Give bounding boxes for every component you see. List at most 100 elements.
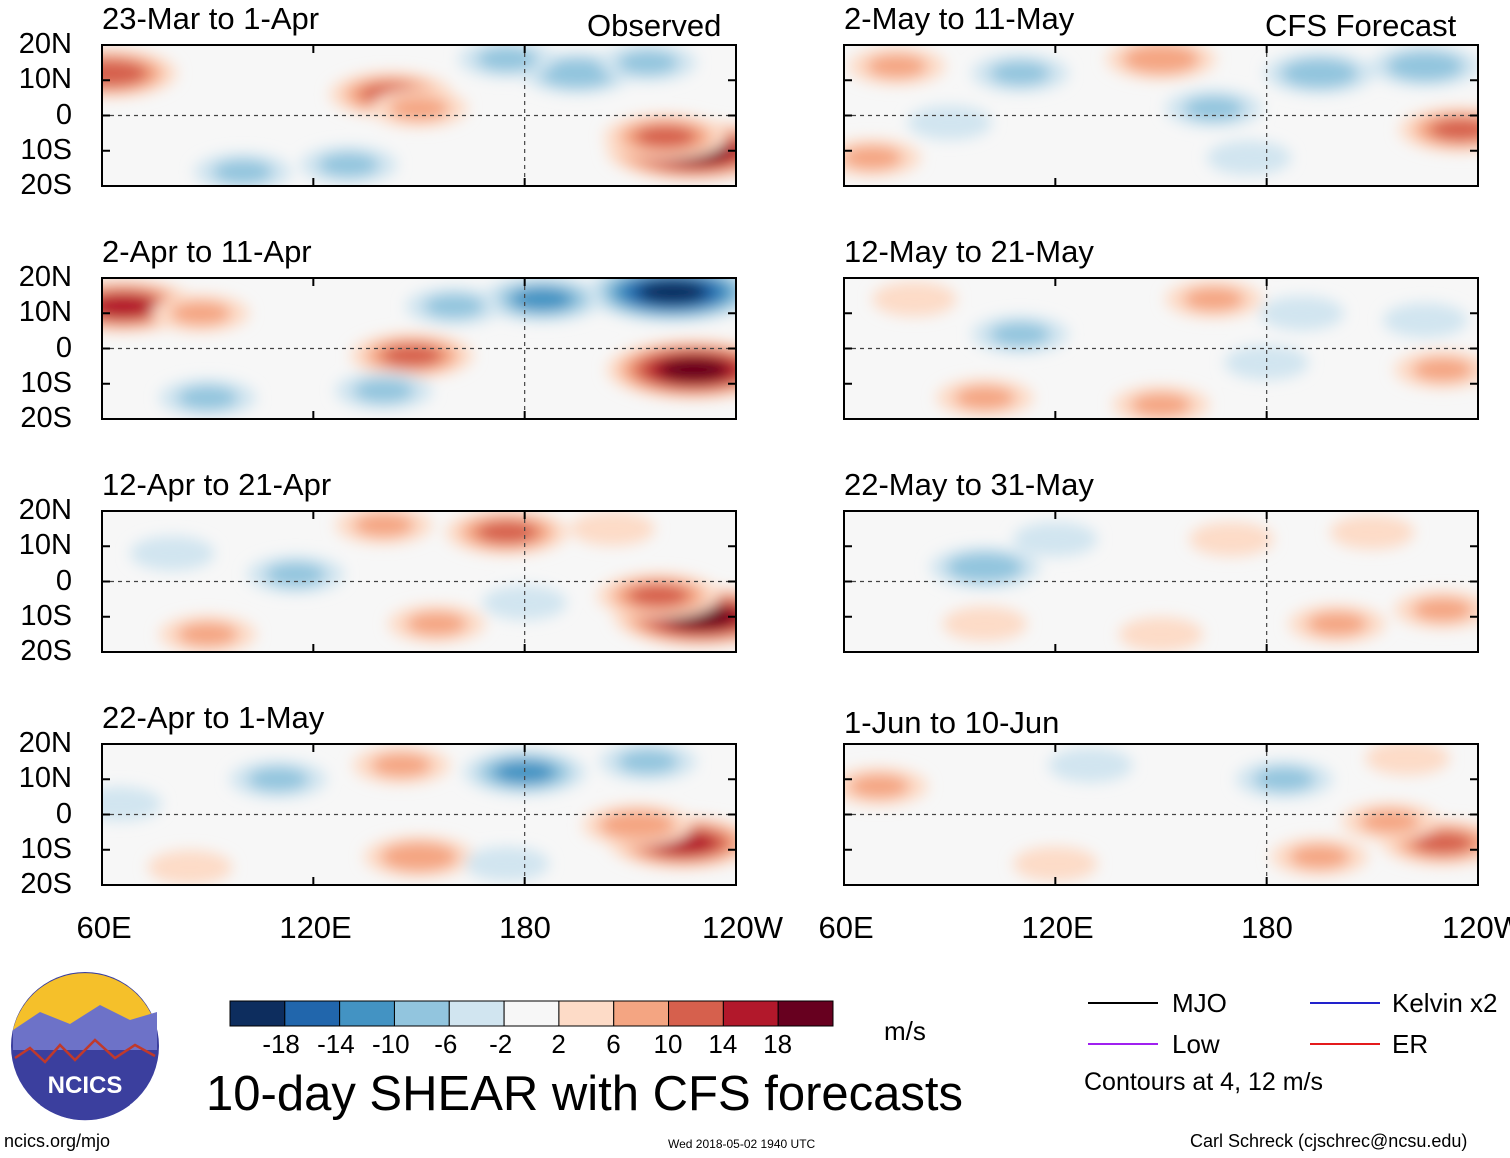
y-tick-label: 0	[55, 98, 72, 131]
anomaly-blob	[170, 301, 231, 326]
anomaly-blob	[476, 520, 538, 544]
anomaly-field	[102, 278, 736, 418]
anomaly-blob	[598, 810, 676, 840]
panel-5	[844, 278, 1478, 419]
panel-6	[844, 511, 1478, 652]
anomaly-blob	[380, 842, 458, 872]
colorbar-tick-label: 14	[708, 1029, 738, 1059]
anomaly-blob	[1386, 51, 1464, 81]
anomaly-field	[102, 45, 736, 186]
panel-title: 12-Apr to 21-Apr	[102, 467, 332, 502]
y-tick-label: 20S	[20, 169, 72, 201]
anomaly-blob	[1189, 521, 1274, 557]
anomaly-blob	[1359, 809, 1421, 834]
anomaly-blob	[1280, 58, 1359, 88]
anomaly-field	[102, 744, 736, 885]
anomaly-blob	[353, 378, 415, 403]
anomaly-blob	[353, 513, 415, 538]
colorbar-tick-label: -18	[262, 1029, 300, 1059]
colorbar-tick-label: 2	[551, 1029, 566, 1059]
x-tick-label: 120W	[1442, 910, 1510, 945]
colorbar-swatch	[393, 1000, 450, 1027]
y-tick-label: 10N	[18, 296, 72, 329]
anomaly-blob	[570, 511, 655, 547]
website-link[interactable]: ncics.org/mjo	[4, 1131, 111, 1151]
anomaly-blob	[102, 59, 148, 88]
legend-label-er: ER	[1392, 1029, 1429, 1059]
anomaly-field	[130, 511, 736, 652]
y-tick-label: 20S	[20, 402, 72, 434]
anomaly-blob	[627, 584, 690, 607]
y-tick-label: 10N	[18, 762, 72, 795]
anomaly-blob	[265, 562, 327, 587]
x-tick-label: 60E	[76, 910, 132, 945]
anomaly-blob	[212, 159, 274, 184]
anomaly-blob	[907, 105, 992, 140]
anomaly-blob	[1306, 611, 1368, 636]
colorbar-swatch	[448, 1000, 505, 1027]
colorbar-swatch	[613, 1000, 670, 1027]
anomaly-blob	[102, 294, 156, 318]
colorbar-swatch	[777, 1000, 834, 1027]
panel-title: 2-May to 11-May	[844, 1, 1075, 36]
anomaly-field	[872, 279, 1478, 419]
anomaly-field	[844, 45, 1478, 178]
colorbar-swatch	[339, 1000, 395, 1027]
anomaly-blob	[1253, 767, 1315, 792]
anomaly-blob	[1130, 392, 1192, 417]
panel-1	[102, 278, 736, 419]
colorbar-swatch	[284, 1000, 341, 1027]
anomaly-blob	[177, 385, 238, 410]
anomaly-blob	[464, 846, 550, 882]
anomaly-blob	[130, 535, 215, 571]
anomaly-blob	[637, 280, 708, 305]
anomaly-blob	[538, 58, 617, 88]
anomaly-blob	[617, 749, 679, 774]
anomaly-field	[929, 514, 1478, 652]
anomaly-blob	[946, 552, 1024, 583]
colorbar-units: m/s	[884, 1016, 926, 1046]
colorbar-tick-label: -6	[434, 1029, 458, 1059]
y-tick-label: 20N	[18, 261, 72, 293]
colorbar-tick-label: -10	[371, 1029, 410, 1059]
y-tick-label: 10N	[18, 529, 72, 562]
anomaly-blob	[1412, 597, 1474, 622]
x-tick-label: 180	[1241, 910, 1293, 945]
logo-base	[40, 1094, 130, 1121]
anomaly-blob	[423, 294, 485, 319]
anomaly-blob	[989, 61, 1051, 86]
anomaly-blob	[1365, 744, 1450, 776]
author-credit: Carl Schreck (cjschrec@ncsu.edu)	[1190, 1131, 1468, 1151]
logo-text: NCICS	[48, 1072, 123, 1099]
anomaly-blob	[1412, 357, 1474, 382]
anomaly-blob	[634, 125, 697, 149]
colorbar-swatch	[558, 1000, 615, 1027]
forecast-label: CFS Forecast	[1265, 8, 1457, 43]
anomaly-blob	[318, 152, 379, 177]
colorbar-tick-label: 18	[763, 1029, 793, 1059]
anomaly-blob	[954, 385, 1016, 410]
y-tick-label: 20S	[20, 635, 72, 667]
anomaly-blob	[381, 344, 443, 367]
anomaly-blob	[1183, 96, 1245, 121]
anomaly-blob	[406, 611, 467, 636]
y-tick-label: 20N	[18, 727, 72, 759]
anomaly-blob	[1183, 287, 1245, 312]
y-tick-label: 10S	[20, 599, 72, 632]
timestamp: Wed 2018-05-02 1940 UTC	[668, 1137, 816, 1151]
y-tick-label: 0	[55, 797, 72, 830]
panel-title: 23-Mar to 1-Apr	[102, 1, 320, 36]
panel-0	[102, 45, 736, 186]
anomaly-blob	[872, 281, 957, 317]
anomaly-blob	[1289, 844, 1350, 869]
panel-title: 22-Apr to 1-May	[102, 700, 325, 735]
logo-hills	[13, 1005, 157, 1050]
anomaly-blob	[866, 54, 928, 79]
anomaly-blob	[1013, 521, 1098, 557]
anomaly-blob	[1122, 45, 1200, 74]
x-tick-label: 120E	[279, 910, 352, 945]
anomaly-blob	[848, 774, 910, 799]
x-tick-label: 60E	[818, 910, 874, 945]
